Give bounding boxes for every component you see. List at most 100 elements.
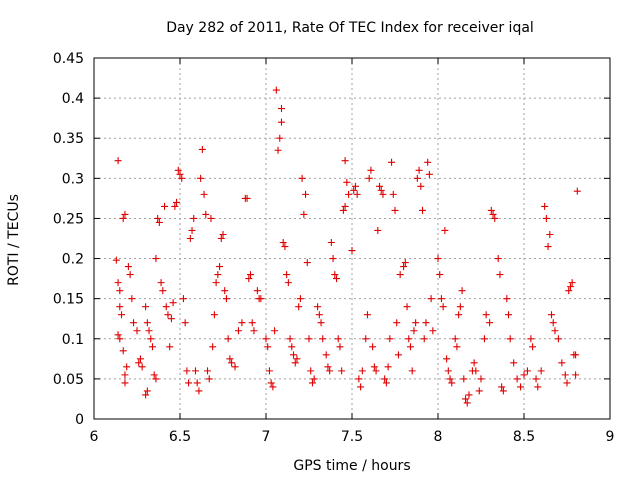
data-point	[566, 283, 574, 291]
data-point	[499, 387, 507, 395]
data-point	[314, 303, 322, 311]
data-point	[277, 105, 285, 113]
data-point	[372, 367, 380, 375]
data-point	[475, 387, 483, 395]
data-point	[114, 279, 122, 287]
data-point	[310, 375, 318, 383]
data-point	[381, 375, 389, 383]
data-point	[121, 371, 129, 379]
data-point	[489, 210, 497, 218]
data-point	[382, 379, 390, 387]
data-point	[480, 335, 488, 343]
data-point	[305, 335, 313, 343]
x-axis-label: GPS time / hours	[293, 458, 410, 474]
data-point	[219, 230, 227, 238]
data-point	[152, 375, 160, 383]
data-point	[486, 319, 494, 327]
data-point	[167, 315, 175, 323]
data-point	[329, 255, 337, 263]
data-point	[532, 375, 540, 383]
data-point	[119, 347, 127, 355]
data-point	[510, 359, 518, 367]
data-point	[355, 375, 363, 383]
data-point	[351, 182, 359, 190]
data-point	[494, 255, 502, 263]
y-tick-label: 0.05	[53, 372, 84, 388]
data-point	[425, 170, 433, 178]
data-point	[520, 371, 528, 379]
data-point	[434, 255, 442, 263]
data-point	[210, 311, 218, 319]
data-point	[548, 311, 556, 319]
data-point	[303, 259, 311, 267]
data-point	[529, 343, 537, 351]
data-point	[542, 214, 550, 222]
x-tick-label: 6	[90, 429, 99, 445]
data-point	[345, 190, 353, 198]
data-point	[248, 319, 256, 327]
data-point	[406, 343, 414, 351]
data-point	[276, 134, 284, 142]
data-point	[331, 271, 339, 279]
data-point	[386, 335, 394, 343]
data-point	[348, 247, 356, 255]
data-point	[253, 287, 261, 295]
data-point	[277, 118, 285, 126]
data-point	[377, 186, 385, 194]
data-point	[319, 335, 327, 343]
data-point	[498, 383, 506, 391]
data-point	[286, 335, 294, 343]
data-point	[482, 311, 490, 319]
data-point	[198, 145, 206, 153]
data-point	[279, 239, 287, 247]
data-point	[202, 210, 210, 218]
data-point	[453, 343, 461, 351]
data-point	[451, 335, 459, 343]
data-point	[300, 210, 308, 218]
x-tick-label: 9	[606, 429, 615, 445]
data-point	[448, 379, 456, 387]
data-point	[503, 295, 511, 303]
data-point	[145, 327, 153, 335]
data-point	[262, 335, 270, 343]
data-point	[124, 263, 132, 271]
data-point	[541, 202, 549, 210]
x-tick-label: 7	[262, 429, 271, 445]
data-point	[322, 351, 330, 359]
data-point	[166, 343, 174, 351]
data-point	[250, 327, 258, 335]
y-tick-label: 0.3	[62, 171, 84, 187]
data-point	[128, 295, 136, 303]
data-point	[130, 319, 138, 327]
data-point	[143, 387, 151, 395]
data-point	[150, 371, 158, 379]
data-point	[295, 303, 303, 311]
data-point	[513, 375, 521, 383]
data-point	[527, 335, 535, 343]
data-point	[437, 295, 445, 303]
data-point	[221, 287, 229, 295]
data-point	[257, 295, 265, 303]
data-point	[123, 363, 131, 371]
data-point	[302, 190, 310, 198]
data-point	[142, 391, 150, 399]
data-point	[506, 335, 514, 343]
y-tick-label: 0.45	[53, 51, 84, 67]
data-point	[138, 363, 146, 371]
data-point	[470, 359, 478, 367]
data-point	[119, 214, 127, 222]
y-tick-label: 0.2	[62, 252, 84, 268]
data-point	[546, 230, 554, 238]
data-point	[161, 202, 169, 210]
data-point	[420, 335, 428, 343]
x-tick-label: 7.5	[341, 429, 363, 445]
data-point	[487, 206, 495, 214]
data-point	[200, 190, 208, 198]
data-point	[205, 375, 213, 383]
data-point	[195, 387, 203, 395]
data-point	[370, 363, 378, 371]
data-point	[178, 174, 186, 182]
data-point	[465, 391, 473, 399]
data-point	[197, 174, 205, 182]
